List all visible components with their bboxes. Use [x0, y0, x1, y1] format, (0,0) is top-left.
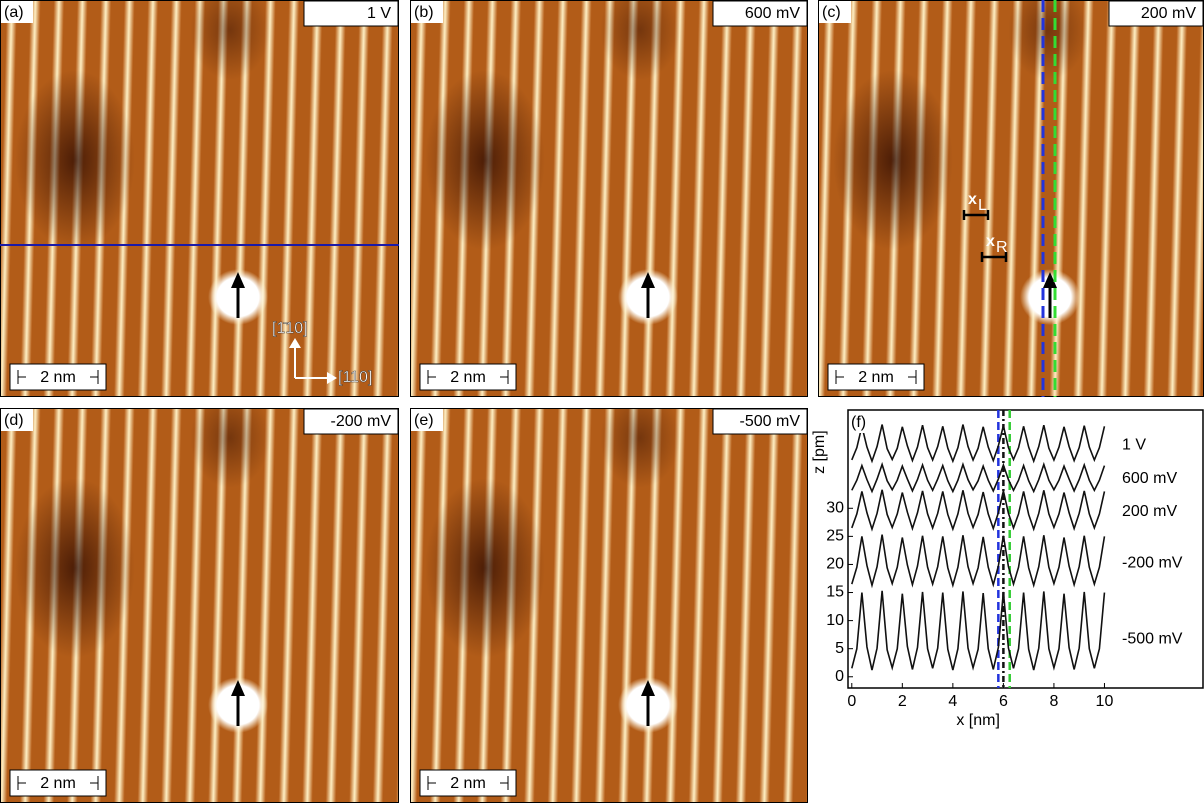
panel-label: (d) — [4, 412, 24, 429]
voltage-label: 200 mV — [1141, 5, 1196, 22]
dark-region — [190, 388, 270, 488]
x-tick-label: 0 — [847, 693, 856, 710]
stm-image: (b) 600 mV 2 nm — [410, 0, 808, 397]
panel-label: (b) — [414, 4, 434, 21]
figure: (a)1 V2 nm[1̄10][110](b)600 mV2 nm(c)200… — [0, 0, 1204, 803]
panel-label: (e) — [414, 412, 434, 429]
marker-subscript: L — [978, 197, 987, 214]
stm-image: (e) -500 mV 2 nm — [410, 388, 808, 803]
x-tick-label: 10 — [1096, 693, 1114, 710]
dark-region — [600, 388, 680, 488]
dark-region — [15, 478, 135, 658]
x-tick-label: 6 — [999, 693, 1008, 710]
direction-label: [110] — [338, 369, 372, 386]
marker-symbol: x — [968, 191, 977, 208]
voltage-label: -500 mV — [740, 413, 801, 430]
y-tick-label: 25 — [826, 528, 844, 545]
curve-label: 600 mV — [1122, 470, 1177, 487]
y-tick-label: 5 — [835, 640, 844, 657]
panel-label: (a) — [4, 4, 24, 21]
stm-image: (a) 1 V 2 nm [1̄10] [110] — [0, 0, 399, 397]
dark-region — [425, 478, 545, 658]
panel-label: (f) — [851, 414, 866, 431]
voltage-label: 1 V — [367, 5, 391, 22]
y-tick-label: 20 — [826, 556, 844, 573]
scale-label: 2 nm — [40, 775, 76, 792]
direction-label: [1̄10] — [272, 320, 308, 337]
x-tick-label: 4 — [948, 693, 957, 710]
dark-region — [15, 70, 135, 250]
curve-label: -500 mV — [1122, 631, 1183, 648]
dark-region — [425, 70, 545, 250]
curve-label: 1 V — [1122, 436, 1146, 453]
x-tick-label: 8 — [1049, 693, 1058, 710]
scale-label: 2 nm — [858, 369, 894, 386]
x-axis-label: x [nm] — [956, 712, 1000, 729]
voltage-label: -200 mV — [331, 413, 392, 430]
x-tick-label: 2 — [898, 693, 907, 710]
scale-label: 2 nm — [450, 775, 486, 792]
voltage-label: 600 mV — [745, 5, 800, 22]
y-axis-label: z [pm] — [811, 430, 828, 474]
stm-image: (d) -200 mV 2 nm — [0, 388, 399, 803]
y-tick-label: 0 — [835, 668, 844, 685]
curve-label: -200 mV — [1122, 555, 1183, 572]
panel-label: (c) — [822, 4, 841, 21]
scale-label: 2 nm — [40, 369, 76, 386]
dark-region — [833, 70, 953, 250]
y-tick-label: 30 — [826, 500, 844, 517]
scale-label: 2 nm — [450, 369, 486, 386]
y-tick-label: 10 — [826, 612, 844, 629]
curve-label: 200 mV — [1122, 503, 1177, 520]
marker-symbol: x — [986, 233, 995, 250]
y-tick-label: 15 — [826, 584, 844, 601]
